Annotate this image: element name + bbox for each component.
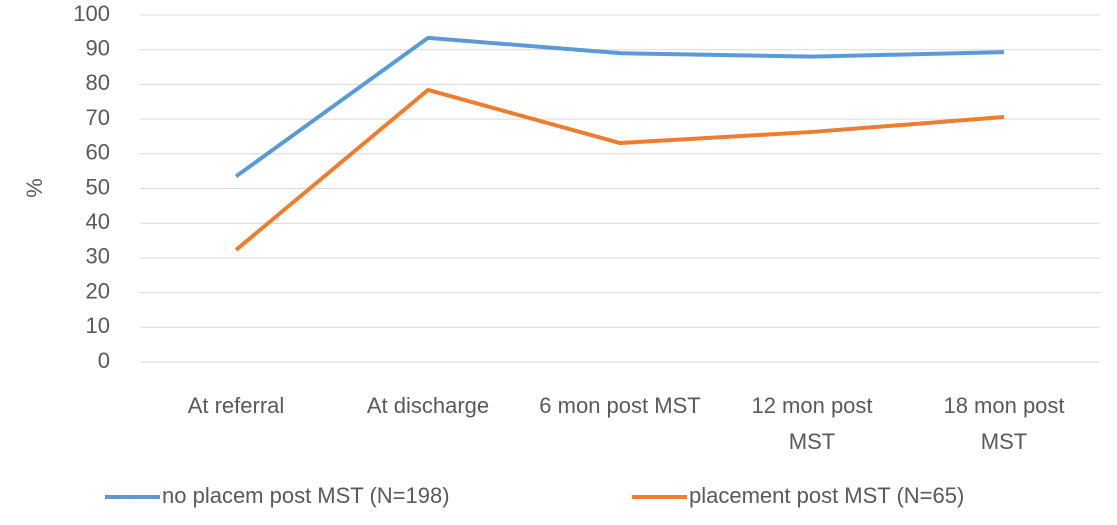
y-axis-label: % [22, 178, 47, 198]
y-tick-label: 80 [86, 70, 110, 95]
y-tick-label: 0 [98, 348, 110, 373]
legend-label: placement post MST (N=65) [689, 483, 964, 508]
x-tick-label: 12 mon post MST [751, 393, 873, 454]
series-line [234, 35, 1005, 178]
x-tick-label: 18 mon post MST [943, 393, 1065, 454]
x-tick-label: 6 mon post MST [539, 393, 701, 418]
series-line [234, 87, 1005, 252]
y-tick-label: 90 [86, 36, 110, 61]
y-tick-label: 40 [86, 209, 110, 234]
x-tick-label: At referral [187, 393, 285, 418]
y-tick-label: 60 [86, 140, 110, 165]
y-tick-label: 10 [86, 313, 110, 338]
y-tick-label: 50 [86, 174, 110, 199]
y-tick-label: 20 [86, 278, 110, 303]
x-tick-label: At discharge [366, 393, 490, 418]
y-tick-label: 30 [86, 244, 110, 269]
y-tick-label: 70 [86, 105, 110, 130]
y-tick-label: 100 [73, 1, 110, 26]
legend-label: no placem post MST (N=198) [162, 483, 450, 508]
